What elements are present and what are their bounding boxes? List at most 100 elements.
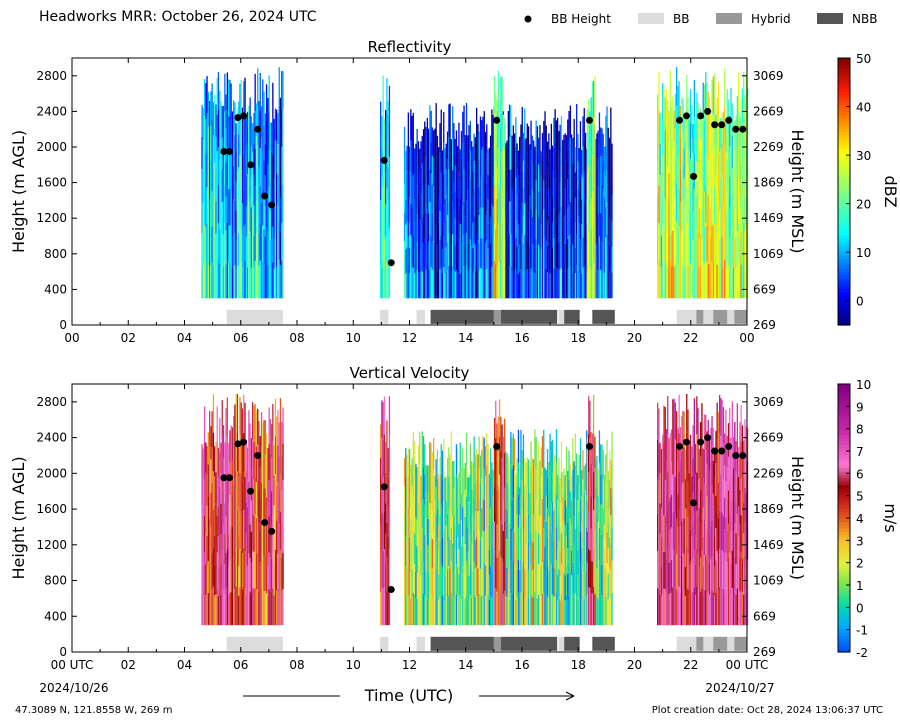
- heatmap-cell: [236, 432, 239, 472]
- colorbar-tick-label: 30: [856, 149, 871, 163]
- y-tick-label: 2400: [36, 431, 67, 445]
- heatmap-cell: [382, 149, 384, 187]
- heatmap-cell: [253, 143, 255, 175]
- heatmap-cell: [250, 237, 252, 268]
- heatmap-cell: [457, 448, 459, 478]
- heatmap-cell: [282, 260, 284, 299]
- heatmap-cell: [719, 269, 721, 299]
- heatmap-cell: [597, 270, 599, 299]
- heatmap-cell: [228, 534, 230, 565]
- bb-height-point: [387, 585, 395, 593]
- heatmap-cell: [736, 588, 738, 626]
- heatmap-cell: [693, 473, 695, 512]
- heatmap-cell: [431, 127, 433, 156]
- heatmap-cell: [584, 188, 587, 216]
- heatmap-cell: [601, 185, 603, 214]
- heatmap-cell: [598, 463, 601, 496]
- heatmap-cell: [405, 448, 407, 478]
- heatmap-cell: [568, 450, 570, 480]
- heatmap-cell: [663, 193, 665, 229]
- heatmap-cell: [660, 141, 663, 173]
- heatmap-cell: [450, 218, 452, 246]
- heatmap-cell: [549, 529, 551, 562]
- heatmap-cell: [729, 516, 731, 553]
- heatmap-cell: [221, 437, 223, 475]
- heatmap-cell: [519, 459, 521, 488]
- heatmap-cell: [657, 439, 659, 477]
- heatmap-cell: [689, 193, 692, 229]
- heatmap-cell: [483, 594, 485, 626]
- heatmap-cell: [531, 217, 533, 245]
- heatmap-cell: [383, 178, 386, 209]
- heatmap-cell: [554, 203, 556, 236]
- heatmap-cell: [552, 272, 554, 299]
- heatmap-cell: [544, 467, 546, 494]
- heatmap-cell: [243, 153, 245, 190]
- heatmap-cell: [736, 230, 738, 265]
- heatmap-cell: [236, 509, 239, 549]
- heatmap-cell: [679, 460, 682, 494]
- heatmap-cell: [538, 472, 540, 503]
- heatmap-cell: [458, 473, 460, 499]
- heatmap-cell: [686, 149, 688, 187]
- heatmap-cell: [449, 168, 451, 201]
- heatmap-cell: [572, 164, 574, 192]
- heatmap-cell: [745, 149, 747, 187]
- heatmap-cell: [483, 562, 485, 594]
- heatmap-cell: [517, 175, 520, 200]
- heatmap-cell: [577, 600, 579, 626]
- heatmap-cell: [388, 227, 391, 263]
- heatmap-cell: [549, 465, 551, 498]
- y-tick-label-right: 669: [753, 609, 776, 623]
- heatmap-cell: [660, 478, 663, 508]
- heatmap-cell: [558, 485, 560, 514]
- heatmap-cell: [453, 181, 455, 211]
- heatmap-cell: [543, 592, 545, 626]
- heatmap-cell: [264, 205, 266, 237]
- heatmap-cell: [496, 133, 498, 167]
- x-tick-label: 14: [458, 658, 473, 672]
- heatmap-cell: [217, 72, 220, 110]
- heatmap-cell: [259, 185, 261, 224]
- colorbar-strip: [838, 585, 850, 589]
- heatmap-cell: [444, 223, 446, 249]
- x-tick-label: 20: [627, 331, 642, 345]
- heatmap-cell: [226, 435, 228, 474]
- heatmap-cell: [479, 146, 482, 178]
- heatmap-cell: [250, 562, 252, 594]
- heatmap-cell: [236, 108, 239, 140]
- heatmap-cell: [717, 117, 720, 154]
- heatmap-cell: [549, 174, 551, 199]
- heatmap-cell: [570, 134, 573, 162]
- heatmap-cell: [564, 575, 566, 601]
- heatmap-cell: [577, 134, 579, 162]
- heatmap-cell: [474, 511, 476, 540]
- heatmap-cell: [673, 267, 675, 299]
- heatmap-cell: [702, 478, 704, 508]
- heatmap-cell: [507, 456, 509, 485]
- heatmap-cell: [721, 550, 723, 588]
- heatmap-cell: [276, 555, 278, 591]
- heatmap-cell: [450, 592, 452, 626]
- heatmap-cell: [563, 189, 565, 217]
- heatmap-cell: [581, 174, 583, 200]
- heatmap-cell: [710, 559, 712, 593]
- x-tick-label: 12: [402, 331, 417, 345]
- heatmap-cell: [460, 467, 463, 494]
- heatmap-cell: [422, 499, 425, 531]
- heatmap-cell: [714, 148, 716, 186]
- heatmap-cell: [427, 492, 430, 519]
- heatmap-cell: [555, 120, 558, 150]
- heatmap-cell: [516, 272, 518, 299]
- heatmap-cell: [216, 151, 218, 189]
- heatmap-cell: [469, 443, 471, 474]
- heatmap-cell: [606, 234, 608, 267]
- heatmap-cell: [248, 481, 250, 518]
- heatmap-cell: [486, 497, 488, 530]
- heatmap-cell: [501, 424, 503, 458]
- heatmap-cell: [511, 271, 513, 299]
- heatmap-cell: [562, 245, 564, 272]
- heatmap-cell: [593, 471, 595, 511]
- heatmap-cell: [677, 461, 679, 495]
- heatmap-cell: [708, 594, 711, 626]
